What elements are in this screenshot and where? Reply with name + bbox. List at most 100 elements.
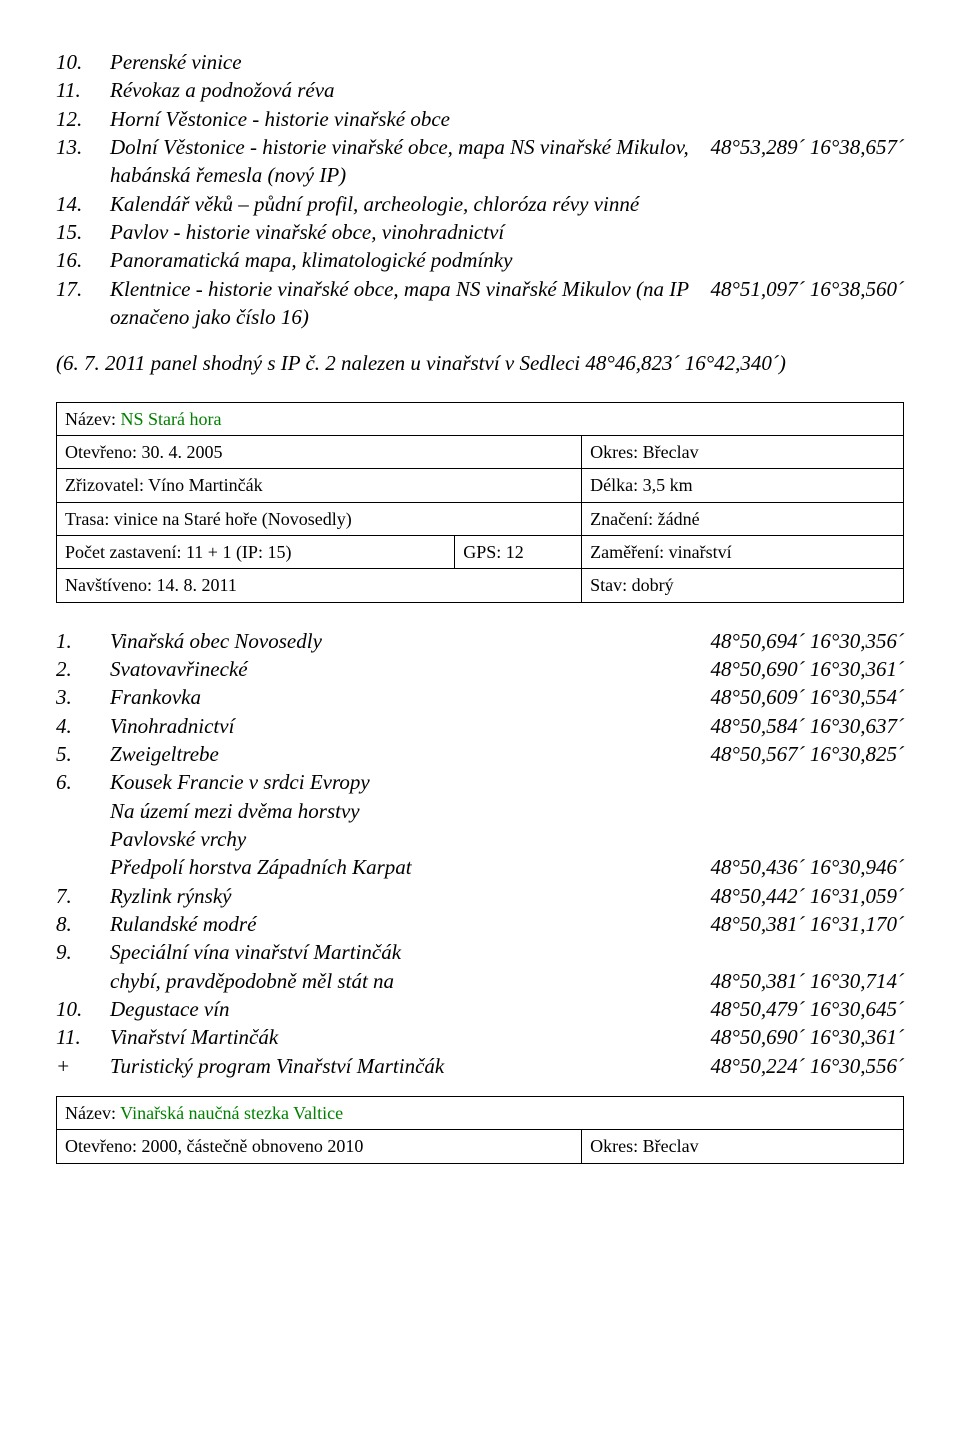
list-item: 3. Frankovka 48°50,609´ 16°30,554´ <box>56 683 904 711</box>
name-label: Název: <box>65 409 120 429</box>
list-coord: 48°50,584´ 16°30,637´ <box>698 712 904 740</box>
list-text: Révokaz a podnožová réva <box>110 76 904 104</box>
row-visited: Navštíveno: 14. 8. 2011 <box>57 569 582 602</box>
list-text: Klentnice - historie vinařské obce, mapa… <box>110 275 698 332</box>
row-route: Trasa: vinice na Staré hoře (Novosedly) <box>57 502 582 535</box>
list-item: 9. Speciální vína vinařství Martinčák <box>56 938 904 966</box>
list-2: 1. Vinařská obec Novosedly 48°50,694´ 16… <box>56 627 904 1081</box>
list-coord: 48°50,694´ 16°30,356´ <box>698 627 904 655</box>
list-coord: 48°50,479´ 16°30,645´ <box>698 995 904 1023</box>
list-num: 14. <box>56 190 110 218</box>
list-text: Perenské vinice <box>110 48 904 76</box>
row-gps: GPS: 12 <box>455 535 582 568</box>
list-num: + <box>56 1052 110 1080</box>
list-text: Degustace vín <box>110 995 698 1023</box>
list-coord: 48°50,690´ 16°30,361´ <box>698 655 904 683</box>
list-num: 15. <box>56 218 110 246</box>
row-name: Název: NS Stará hora <box>57 402 904 435</box>
row-length: Délka: 3,5 km <box>582 469 904 502</box>
list-text: Pavlov - historie vinařské obce, vinohra… <box>110 218 904 246</box>
list-item: 13. Dolní Věstonice - historie vinařské … <box>56 133 904 190</box>
list-num: 17. <box>56 275 110 332</box>
row-state: Stav: dobrý <box>582 569 904 602</box>
list-num: 6. <box>56 768 110 796</box>
list-text: Horní Věstonice - historie vinařské obce <box>110 105 904 133</box>
list-item: 2. Svatovavřinecké 48°50,690´ 16°30,361´ <box>56 655 904 683</box>
info-table-valtice: Název: Vinařská naučná stezka Valtice Ot… <box>56 1096 904 1164</box>
list-item: 16. Panoramatická mapa, klimatologické p… <box>56 246 904 274</box>
found-panel-note: (6. 7. 2011 panel shodný s IP č. 2 nalez… <box>56 349 904 377</box>
list-text: Rulandské modré <box>110 910 698 938</box>
row-founder: Zřizovatel: Víno Martinčák <box>57 469 582 502</box>
list-num: 7. <box>56 882 110 910</box>
list-item: 5. Zweigeltrebe 48°50,567´ 16°30,825´ <box>56 740 904 768</box>
list-coord: 48°53,289´ 16°38,657´ <box>698 133 904 190</box>
list-text: Frankovka <box>110 683 698 711</box>
list-1: 10. Perenské vinice 11. Révokaz a podnož… <box>56 48 904 331</box>
list-item: 11. Vinařství Martinčák 48°50,690´ 16°30… <box>56 1023 904 1051</box>
list-text: Pavlovské vrchy <box>110 825 904 853</box>
name-value: Vinařská naučná stezka Valtice <box>120 1103 343 1123</box>
list-item: 14. Kalendář věků – půdní profil, archeo… <box>56 190 904 218</box>
list-coord: 48°50,690´ 16°30,361´ <box>698 1023 904 1051</box>
row-district: Okres: Břeclav <box>582 1130 904 1163</box>
list-subitem: Pavlovské vrchy <box>56 825 904 853</box>
list-text: Předpolí horstva Západních Karpat <box>110 853 698 881</box>
list-num: 1. <box>56 627 110 655</box>
list-text: Kalendář věků – půdní profil, archeologi… <box>110 190 904 218</box>
list-text: Vinohradnictví <box>110 712 698 740</box>
list-coord: 48°50,442´ 16°31,059´ <box>698 882 904 910</box>
list-subitem: Předpolí horstva Západních Karpat 48°50,… <box>56 853 904 881</box>
row-opened: Otevřeno: 2000, částečně obnoveno 2010 <box>57 1130 582 1163</box>
list-subitem: chybí, pravděpodobně měl stát na 48°50,3… <box>56 967 904 995</box>
list-text: Speciální vína vinařství Martinčák <box>110 938 904 966</box>
list-text: Panoramatická mapa, klimatologické podmí… <box>110 246 904 274</box>
list-text: Zweigeltrebe <box>110 740 698 768</box>
list-item: 6. Kousek Francie v srdci Evropy <box>56 768 904 796</box>
list-item: 12. Horní Věstonice - historie vinařské … <box>56 105 904 133</box>
row-focus: Zaměření: vinařství <box>582 535 904 568</box>
row-stops: Počet zastavení: 11 + 1 (IP: 15) <box>57 535 455 568</box>
info-table-stara-hora: Název: NS Stará hora Otevřeno: 30. 4. 20… <box>56 402 904 603</box>
list-item: 1. Vinařská obec Novosedly 48°50,694´ 16… <box>56 627 904 655</box>
list-num: 4. <box>56 712 110 740</box>
list-item: 11. Révokaz a podnožová réva <box>56 76 904 104</box>
list-num: 13. <box>56 133 110 190</box>
list-item: + Turistický program Vinařství Martinčák… <box>56 1052 904 1080</box>
list-text: Ryzlink rýnský <box>110 882 698 910</box>
list-num: 12. <box>56 105 110 133</box>
list-num: 10. <box>56 48 110 76</box>
list-item: 4. Vinohradnictví 48°50,584´ 16°30,637´ <box>56 712 904 740</box>
list-text: Kousek Francie v srdci Evropy <box>110 768 904 796</box>
list-text: Vinařství Martinčák <box>110 1023 698 1051</box>
name-value: NS Stará hora <box>120 409 221 429</box>
list-coord: 48°50,381´ 16°30,714´ <box>698 967 904 995</box>
name-label: Název: <box>65 1103 120 1123</box>
list-num: 3. <box>56 683 110 711</box>
list-coord: 48°51,097´ 16°38,560´ <box>698 275 904 332</box>
list-text: Svatovavřinecké <box>110 655 698 683</box>
list-num: 11. <box>56 76 110 104</box>
list-num: 8. <box>56 910 110 938</box>
row-name: Název: Vinařská naučná stezka Valtice <box>57 1097 904 1130</box>
list-text: Vinařská obec Novosedly <box>110 627 698 655</box>
list-num: 16. <box>56 246 110 274</box>
list-coord: 48°50,381´ 16°31,170´ <box>698 910 904 938</box>
row-marking: Značení: žádné <box>582 502 904 535</box>
list-item: 7. Ryzlink rýnský 48°50,442´ 16°31,059´ <box>56 882 904 910</box>
list-item: 15. Pavlov - historie vinařské obce, vin… <box>56 218 904 246</box>
list-item: 10. Degustace vín 48°50,479´ 16°30,645´ <box>56 995 904 1023</box>
list-item: 8. Rulandské modré 48°50,381´ 16°31,170´ <box>56 910 904 938</box>
list-text: chybí, pravděpodobně měl stát na <box>110 967 698 995</box>
list-text: Dolní Věstonice - historie vinařské obce… <box>110 133 698 190</box>
list-num: 9. <box>56 938 110 966</box>
list-num: 11. <box>56 1023 110 1051</box>
list-text: Turistický program Vinařství Martinčák <box>110 1052 698 1080</box>
list-coord: 48°50,436´ 16°30,946´ <box>698 853 904 881</box>
list-num: 2. <box>56 655 110 683</box>
list-subitem: Na území mezi dvěma horstvy <box>56 797 904 825</box>
list-num: 5. <box>56 740 110 768</box>
list-coord: 48°50,609´ 16°30,554´ <box>698 683 904 711</box>
list-item: 10. Perenské vinice <box>56 48 904 76</box>
list-coord: 48°50,567´ 16°30,825´ <box>698 740 904 768</box>
